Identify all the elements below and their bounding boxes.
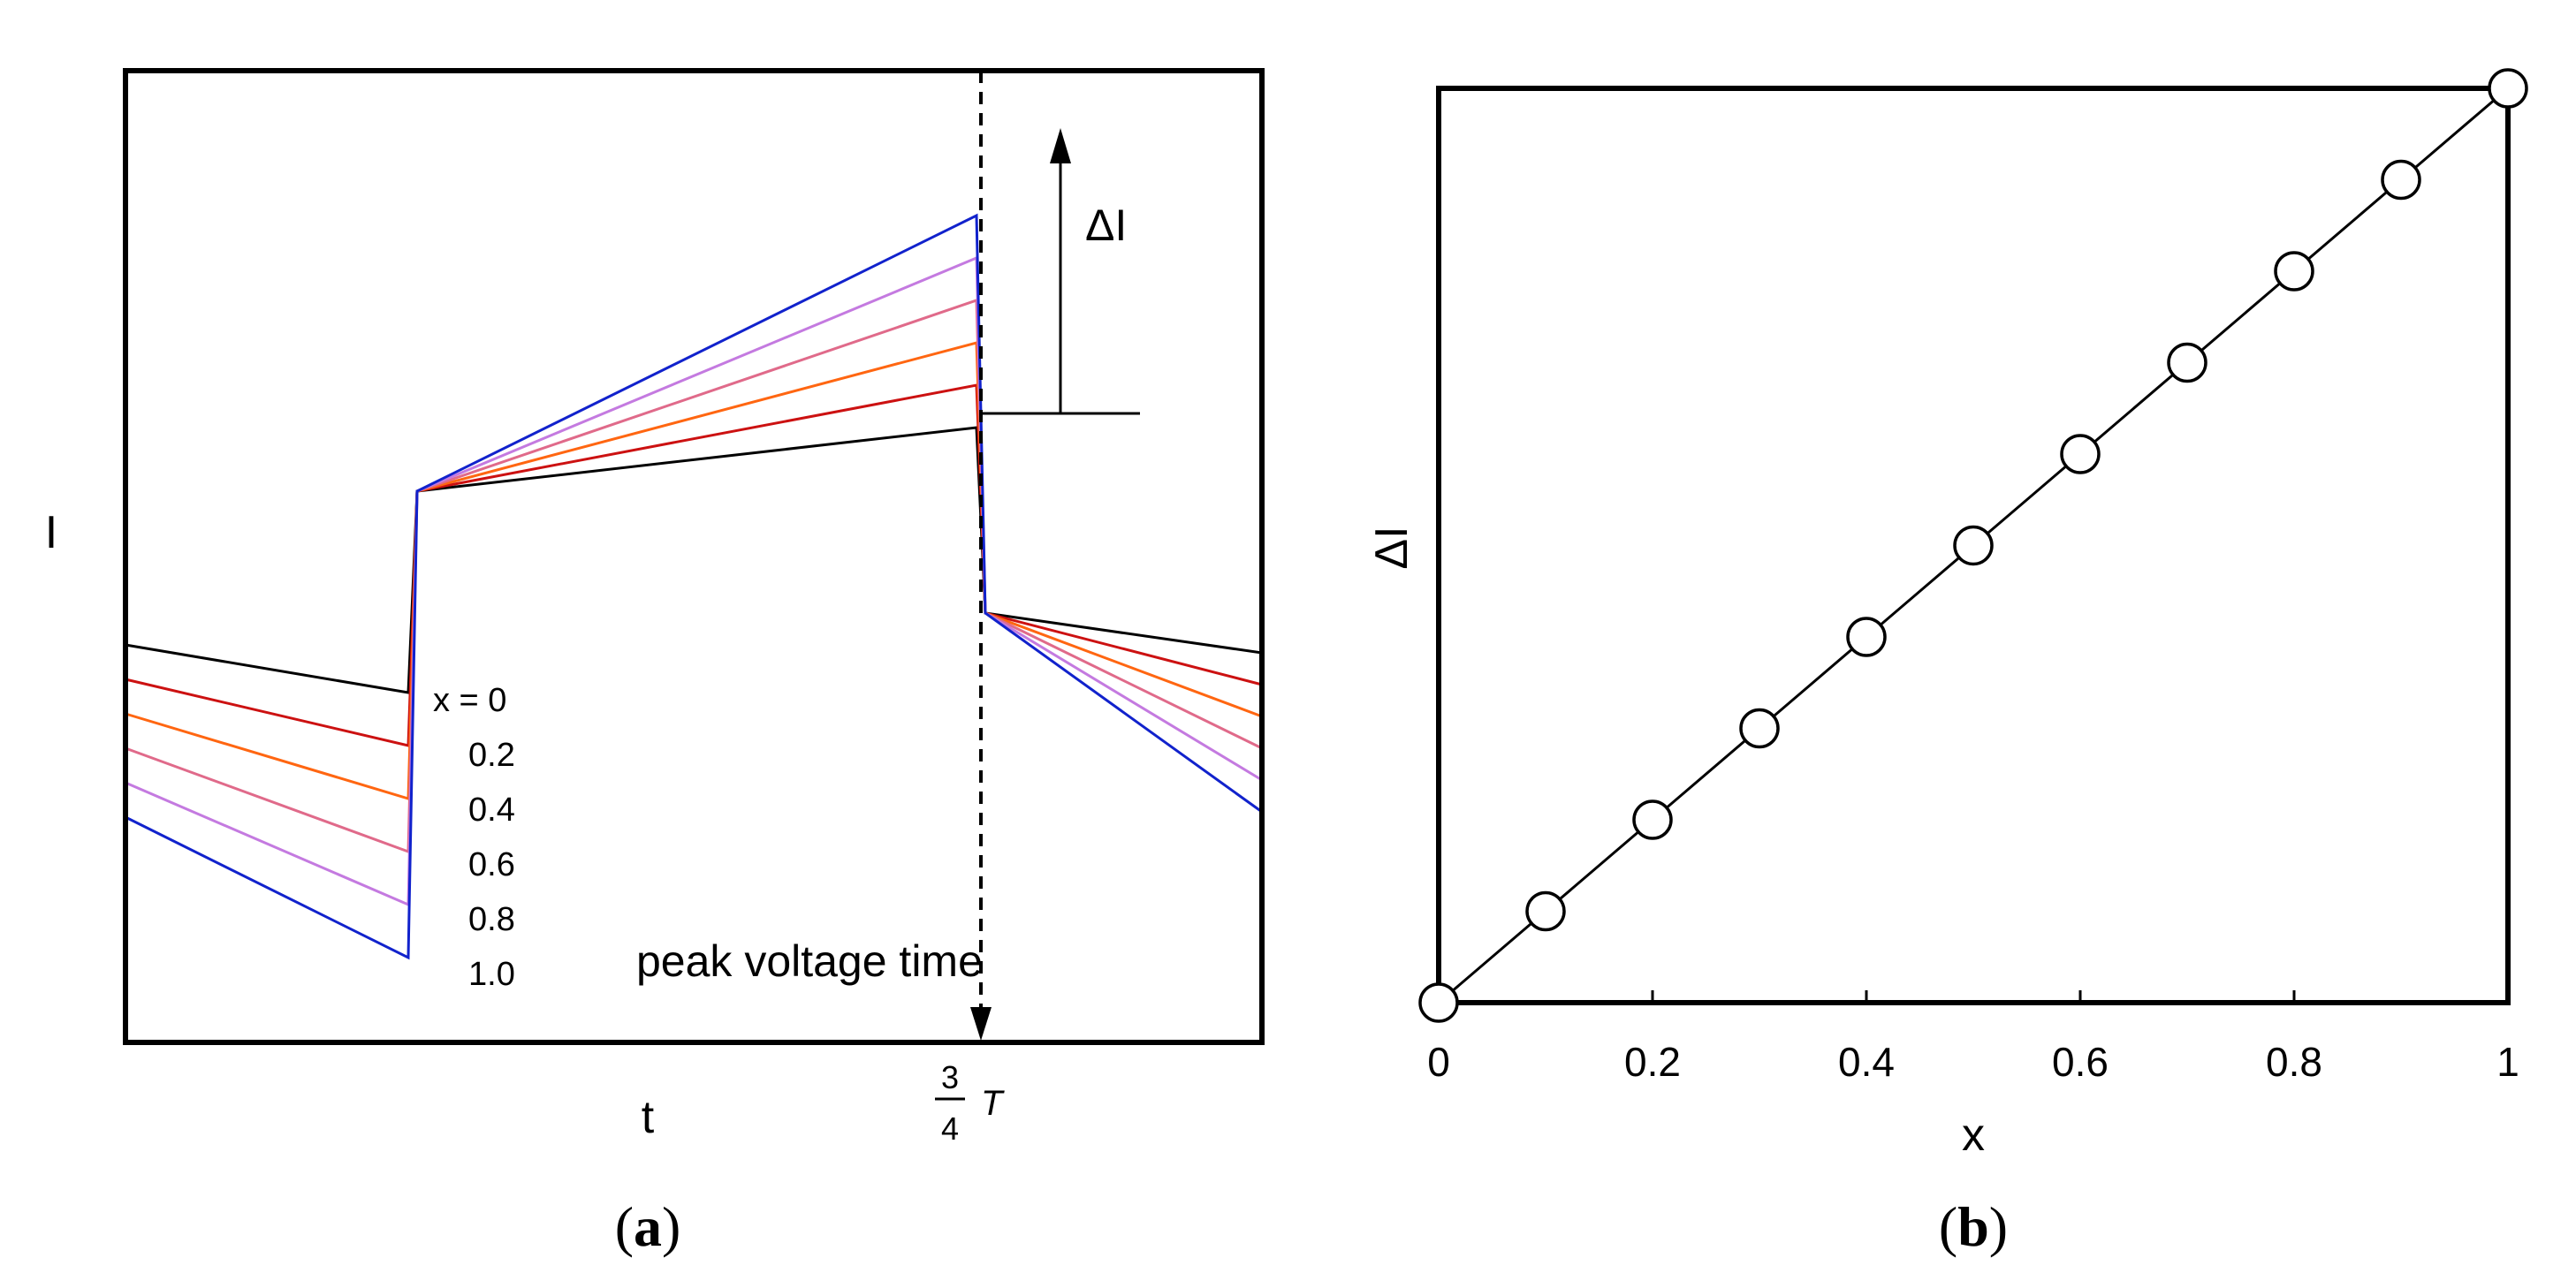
- data-point: [2167, 342, 2207, 383]
- x-tick-label: 0.6: [2052, 1039, 2109, 1085]
- panel-a-series-group: [125, 213, 1263, 960]
- panel-b-x-ticks: 0 0.2 0.4 0.6 0.8 1: [1427, 990, 2519, 1085]
- legend-label-0-8: 0.8: [468, 901, 515, 938]
- trace-x-0-2: [125, 383, 1263, 747]
- x-tick-label: 0.2: [1624, 1039, 1681, 1085]
- data-point: [2488, 68, 2528, 109]
- panel-a-xlabel: t: [642, 1092, 655, 1143]
- fraction-numerator: 3: [941, 1059, 959, 1095]
- x-tick-label: 0.4: [1838, 1039, 1895, 1085]
- data-point: [1846, 617, 1887, 657]
- data-point: [2060, 434, 2101, 474]
- trace-x-0-8: [125, 255, 1263, 907]
- panel-a-legend: x = 0 0.2 0.4 0.6 0.8 1.0: [433, 682, 515, 993]
- x-tick-label: 0: [1427, 1039, 1450, 1085]
- data-point: [1418, 982, 1459, 1023]
- data-point: [2274, 251, 2314, 292]
- panel-a: ΔI x = 0 0.2 0.4 0.6 0.8 1.0 peak voltage tim…: [45, 68, 1265, 1258]
- delta-arrowhead: [1050, 128, 1071, 163]
- fraction-denominator: 4: [941, 1110, 959, 1147]
- trace-x-1-0: [125, 213, 1263, 960]
- data-point: [1953, 525, 1994, 566]
- trace-x-0-6: [125, 298, 1263, 854]
- period-symbol: T: [981, 1084, 1005, 1123]
- panel-b-label: (b): [1939, 1195, 2008, 1258]
- panel-b: 0 0.2 0.4 0.6 0.8 1 x ΔI (b): [1366, 68, 2528, 1258]
- panel-a-ylabel: I: [45, 507, 57, 558]
- panel-b-ylabel: ΔI: [1366, 526, 1417, 569]
- panel-b-xlabel: x: [1962, 1110, 1985, 1161]
- legend-label-0: x = 0: [433, 682, 506, 719]
- panel-b-letter: b: [1957, 1195, 1989, 1258]
- trace-x-0: [125, 426, 1263, 694]
- panel-a-frame: [123, 68, 1265, 1045]
- legend-label-0-4: 0.4: [468, 792, 515, 829]
- panel-b-frame: [1436, 86, 2511, 1005]
- peak-time-arrowhead: [970, 1007, 992, 1041]
- x-tick-label: 0.8: [2266, 1039, 2322, 1085]
- legend-label-0-2: 0.2: [468, 737, 515, 774]
- data-point: [1525, 890, 1566, 932]
- data-point: [2381, 159, 2421, 201]
- x-tick-label: 1: [2496, 1039, 2519, 1085]
- legend-label-1-0: 1.0: [468, 956, 515, 993]
- peak-voltage-annotation: peak voltage time: [636, 936, 983, 986]
- three-quarter-T-label: 3 4 T: [935, 1059, 1005, 1147]
- data-point: [1632, 799, 1673, 840]
- trace-x-0-4: [125, 341, 1263, 800]
- legend-label-0-6: 0.6: [468, 846, 515, 883]
- delta-annotation: ΔI: [1085, 201, 1127, 250]
- panel-b-points: [1418, 68, 2528, 1023]
- panel-a-label: (a): [615, 1195, 681, 1258]
- panel-a-letter: a: [634, 1195, 662, 1258]
- data-point: [1739, 708, 1780, 749]
